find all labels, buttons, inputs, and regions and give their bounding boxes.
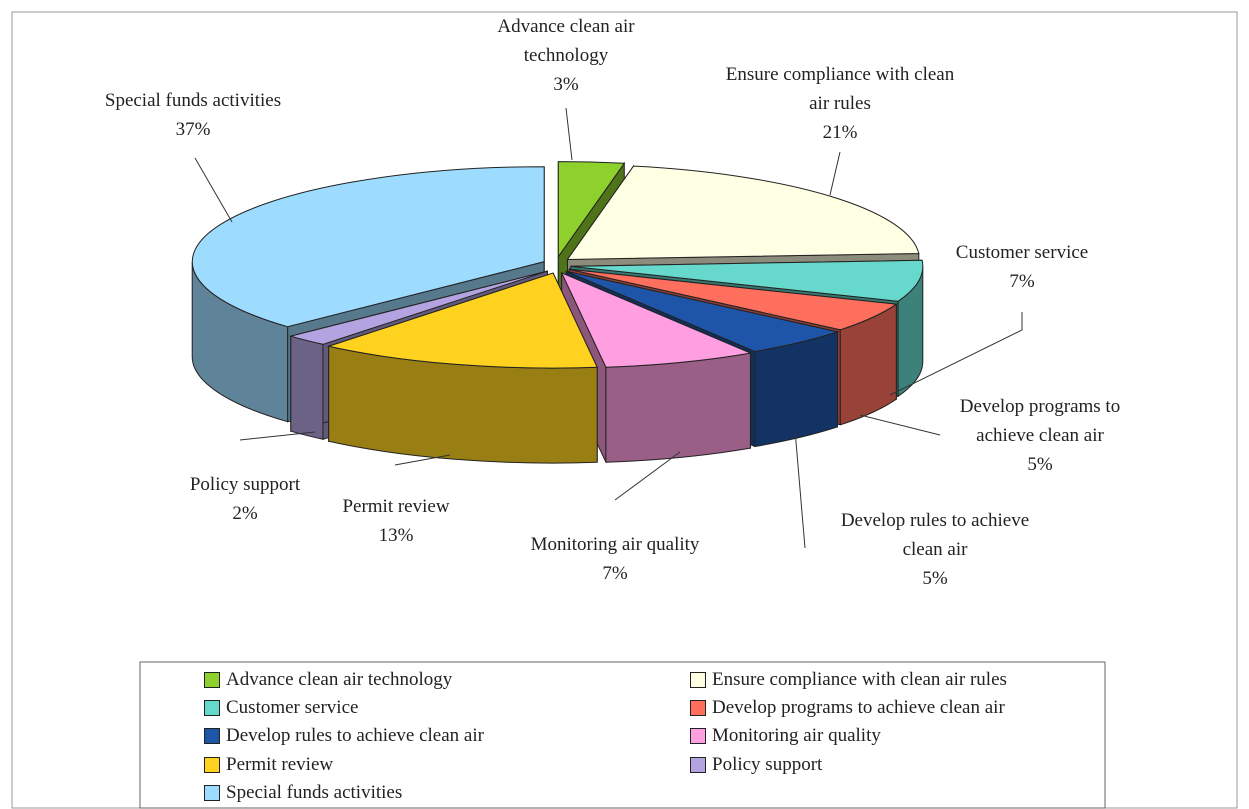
- slice-top: [568, 268, 898, 331]
- legend-swatch: [204, 728, 220, 745]
- data-label-value: 3%: [553, 74, 579, 95]
- data-label-value: 5%: [1027, 454, 1053, 475]
- slice-top: [326, 272, 598, 369]
- legend-label: Special funds activities: [226, 781, 403, 803]
- data-label-value: 13%: [378, 525, 414, 546]
- legend-entry: Customer service: [204, 695, 358, 721]
- data-label-name: Monitoring air quality: [530, 534, 700, 555]
- data-label-name: Permit review: [342, 496, 450, 517]
- data-label-value: 5%: [922, 568, 948, 589]
- data-label-value: 2%: [232, 503, 258, 524]
- legend-entry: Develop programs to achieve clean air: [690, 695, 1005, 721]
- legend-label: Monitoring air quality: [712, 725, 881, 747]
- data-label: Monitoring air quality 7%: [490, 530, 740, 588]
- legend-label: Ensure compliance with clean air rules: [712, 669, 1007, 690]
- slice-top: [191, 166, 545, 328]
- data-label-name: Customer service: [955, 242, 1089, 263]
- data-label-name: Develop programs to achieve clean air: [959, 396, 1121, 446]
- data-label-value: 7%: [602, 563, 628, 584]
- legend-swatch: [690, 728, 706, 745]
- leader-line: [239, 431, 316, 441]
- leader-line: [394, 454, 451, 466]
- leader-line: [859, 414, 941, 436]
- legend-label: Advance clean air technology: [226, 669, 453, 690]
- leader-line: [829, 151, 841, 196]
- legend-entry: Special funds activities: [204, 780, 402, 806]
- data-label: Ensure compliance with clean air rules 21…: [720, 60, 960, 147]
- data-label: Advance clean air technology 3%: [476, 12, 656, 99]
- legend-entry: Policy support: [690, 752, 822, 778]
- data-label-name: Ensure compliance with clean air rules: [725, 64, 955, 114]
- slice-top: [560, 271, 753, 368]
- legend-entry: Develop rules to achieve clean air: [204, 723, 484, 749]
- data-label-name: Develop rules to achieve clean air: [840, 510, 1030, 560]
- legend-label: Develop programs to achieve clean air: [712, 697, 1005, 719]
- data-label-name: Special funds activities: [104, 90, 282, 111]
- legend-swatch: [690, 672, 706, 688]
- leader-lines: [194, 107, 1023, 549]
- data-label: Customer service 7%: [922, 238, 1122, 296]
- leader-line: [794, 429, 806, 549]
- data-label-value: 37%: [175, 119, 211, 140]
- legend-box: [139, 661, 1106, 809]
- data-label-name: Advance clean air technology: [497, 16, 635, 66]
- slice-top: [570, 259, 924, 302]
- leader-line: [614, 451, 681, 501]
- legend-entry: Monitoring air quality: [690, 723, 881, 749]
- legend-entry: Permit review: [204, 752, 333, 778]
- legend-label: Permit review: [226, 753, 334, 775]
- slice-top: [566, 165, 920, 260]
- legend-swatch: [204, 756, 220, 773]
- legend-label: Develop rules to achieve clean air: [226, 725, 484, 747]
- legend-swatch: [204, 784, 220, 801]
- slice-wall: [290, 335, 324, 440]
- data-label: Develop rules to achieve clean air 5%: [820, 506, 1050, 593]
- leader-line: [889, 312, 1023, 396]
- legend-swatch: [204, 700, 220, 717]
- data-label: Special funds activities 37%: [73, 86, 313, 144]
- legend-swatch: [690, 756, 706, 773]
- legend-swatch: [690, 700, 706, 717]
- legend-label: Customer service: [226, 697, 359, 719]
- leader-line: [194, 157, 233, 223]
- slice-top: [288, 270, 548, 345]
- pie: [191, 161, 924, 464]
- data-label-value: 7%: [1009, 271, 1035, 292]
- leader-line: [565, 107, 573, 161]
- data-label-name: Policy support: [189, 474, 301, 495]
- legend-entry: Advance clean air technology: [204, 667, 452, 693]
- data-label: Develop programs to achieve clean air 5%: [930, 392, 1150, 479]
- slice-wall: [605, 352, 751, 463]
- legend-label: Policy support: [712, 753, 823, 775]
- data-label: Permit review 13%: [316, 492, 476, 550]
- slice-top: [557, 161, 626, 259]
- legend-swatch: [204, 672, 220, 688]
- slice-top: [566, 270, 840, 353]
- data-label-value: 21%: [822, 122, 858, 143]
- legend-entry: Ensure compliance with clean air rules: [690, 667, 1007, 693]
- data-label: Policy support 2%: [165, 470, 325, 528]
